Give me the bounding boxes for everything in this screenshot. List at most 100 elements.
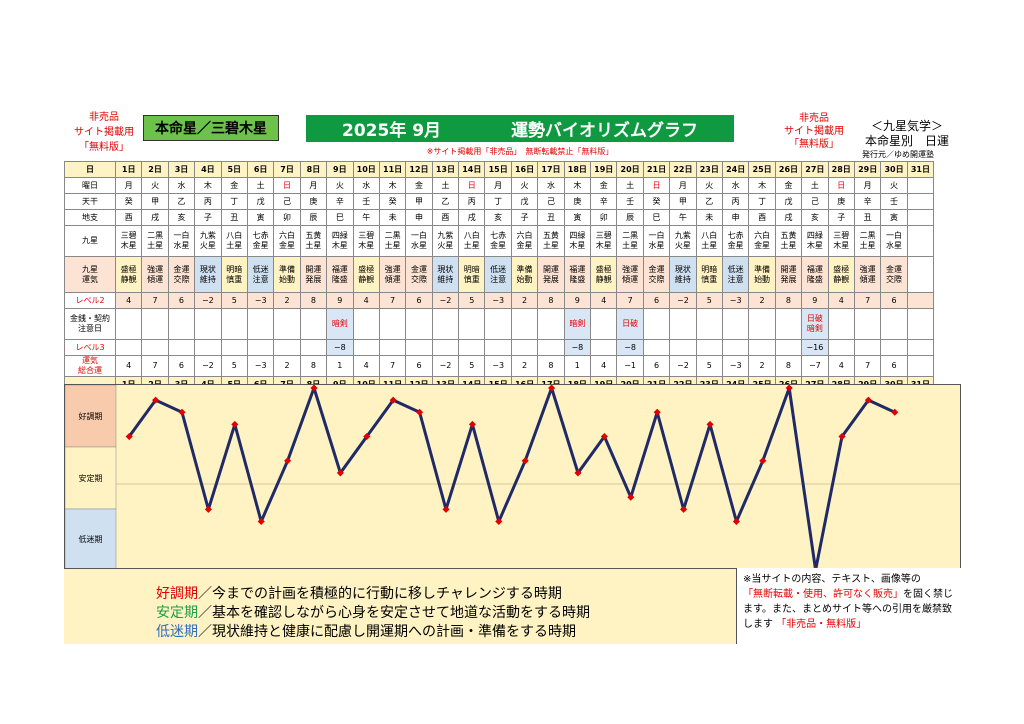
chishi-row-cell: 巳 — [326, 209, 354, 226]
weekday-row-cell: 土 — [246, 177, 275, 194]
data-point — [231, 420, 239, 428]
level2-row-cell: 7 — [141, 292, 169, 309]
cell-line: 八白 — [226, 231, 243, 240]
cell-line: 金星 — [727, 241, 744, 250]
kinsen-row-cell: 暗剣 — [563, 308, 592, 340]
level3-row-cell — [537, 339, 565, 356]
unsei-row-cell: 準備 始動 — [273, 256, 301, 293]
kyusei-row-cell: 一白 水星 — [880, 225, 908, 257]
total-row-cell: 8 — [537, 355, 565, 377]
total-row-cell: −3 — [246, 355, 275, 377]
kinsen-row-cell — [141, 308, 169, 340]
tenkan-row-cell: 癸 — [642, 193, 671, 210]
biorhythm-chart: 好調期 安定期 低迷期 — [64, 384, 961, 644]
day-row-cell: 22日 — [669, 161, 697, 178]
unsei-row-cell: 強運 傾運 — [616, 256, 644, 293]
cell-line: 慎重 — [701, 274, 718, 284]
unsei-row-cell — [906, 256, 935, 293]
cell-line: 火星 — [437, 241, 454, 250]
cell-line: 土星 — [701, 241, 718, 250]
tenkan-row-cell: 己 — [537, 193, 565, 210]
weekday-row-cell: 火 — [695, 177, 723, 194]
unsei-row-cell: 低迷 注意 — [721, 256, 750, 293]
level2-row-cell: 5 — [458, 292, 486, 309]
cell-line: 強運 — [147, 264, 164, 274]
legend-low-text: ／現状維持と健康に配慮し開運期への計画・準備をする時期 — [198, 624, 576, 640]
level2-row-cell: 9 — [563, 292, 592, 309]
cell-line: 六白 — [516, 231, 533, 240]
chishi-row-cell: 子 — [510, 209, 539, 226]
level2-row-cell: 2 — [748, 292, 776, 309]
total-row-cell: 7 — [141, 355, 169, 377]
unsei-row-cell: 盛極 静観 — [352, 256, 380, 293]
tenkan-row-cell: 丁 — [748, 193, 776, 210]
weekday-row-label: 曜日 — [64, 177, 116, 194]
cell-line: 一白 — [410, 231, 427, 240]
level3-row-cell — [774, 339, 803, 356]
kinsen-row-cell — [590, 308, 618, 340]
cell-line: 隆盛 — [569, 274, 586, 284]
tenkan-row-cell: 戊 — [774, 193, 803, 210]
tenkan-row-cell: 丙 — [458, 193, 486, 210]
day-row-cell: 3日 — [167, 161, 196, 178]
level2-row-cell: 7 — [853, 292, 882, 309]
legend-stable: 安定期／基本を確認しながら心身を安定させて地道な活動をする時期 — [156, 602, 590, 622]
total-row-cell: 1 — [326, 355, 354, 377]
legend: 好調期／今までの計画を積極的に行動に移しチャレンジする時期 安定期／基本を確認し… — [64, 568, 737, 644]
unsei-row-cell: 開運 発展 — [774, 256, 803, 293]
level3-row-cell — [748, 339, 776, 356]
cell-line: 傾運 — [622, 274, 639, 284]
chishi-row-cell: 寅 — [246, 209, 275, 226]
not-for-sale-line: 非売品 — [89, 112, 119, 123]
level3-row-cell — [827, 339, 855, 356]
band-bg — [64, 446, 117, 510]
total-row-cell: 6 — [405, 355, 433, 377]
data-point — [495, 517, 503, 526]
unsei-row-label: 九星 運気 — [64, 256, 116, 293]
level2-row-cell — [906, 292, 935, 309]
kyusei-row-cell: 九紫 火星 — [431, 225, 460, 257]
day-row-cell: 30日 — [880, 161, 908, 178]
cell-line: 慎重 — [226, 274, 243, 284]
weekday-row-cell: 木 — [194, 177, 222, 194]
level2-row-cell: 6 — [642, 292, 671, 309]
data-point — [627, 493, 635, 501]
data-point — [310, 384, 318, 392]
kinsen-row-cell — [880, 308, 908, 340]
cell-line: 四緑 — [331, 231, 348, 240]
tenkan-row-cell: 乙 — [167, 193, 196, 210]
page-title: 2025年 9月 運勢バイオリズムグラフ — [306, 115, 734, 142]
level2-row-cell: 5 — [695, 292, 723, 309]
unsei-row-cell: 明暗 慎重 — [695, 256, 723, 293]
copyright-line1: ※当サイトの内容、テキスト、画像等の — [743, 574, 921, 585]
unsei-row-cell: 現状 維持 — [431, 256, 460, 293]
kyusei-kigaku-heading: ＜九星気学＞ 本命星別 日運 — [852, 119, 962, 149]
kyusei-row-cell: 六白 金星 — [273, 225, 301, 257]
chishi-row-cell: 未 — [695, 209, 723, 226]
cell-line: 八白 — [463, 231, 480, 240]
level3-row-cell — [510, 339, 539, 356]
cell-line: 始動 — [516, 274, 533, 284]
cell-line: 慎重 — [463, 274, 480, 284]
cell-line: 五黄 — [305, 231, 322, 240]
unsei-row-cell: 明暗 慎重 — [458, 256, 486, 293]
unsei-row-cell: 金運 交際 — [405, 256, 433, 293]
unsei-row-cell: 強運 傾運 — [378, 256, 407, 293]
kyusei-row-cell: 四緑 木星 — [326, 225, 354, 257]
level3-row-cell: −16 — [801, 339, 829, 356]
not-for-sale-note-right: 非売品 サイト掲載用 「無料版」 — [775, 112, 853, 151]
not-for-sale-line: サイト掲載用 — [74, 127, 134, 138]
data-point — [706, 420, 714, 428]
tenkan-row-cell: 庚 — [827, 193, 855, 210]
cell-line: 一白 — [173, 231, 190, 240]
chishi-row-cell: 寅 — [880, 209, 908, 226]
weekday-row-cell: 木 — [378, 177, 407, 194]
cell-line: 傾運 — [147, 274, 164, 284]
data-point — [680, 505, 688, 513]
total-row-cell: 4 — [114, 355, 143, 377]
total-row-cell: 6 — [167, 355, 196, 377]
legend-low: 低迷期／現状維持と健康に配慮し開運期への計画・準備をする時期 — [156, 621, 576, 641]
kyusei-row-cell: 一白 水星 — [167, 225, 196, 257]
day-row-cell: 21日 — [642, 161, 671, 178]
tenkan-row-cell: 丙 — [194, 193, 222, 210]
